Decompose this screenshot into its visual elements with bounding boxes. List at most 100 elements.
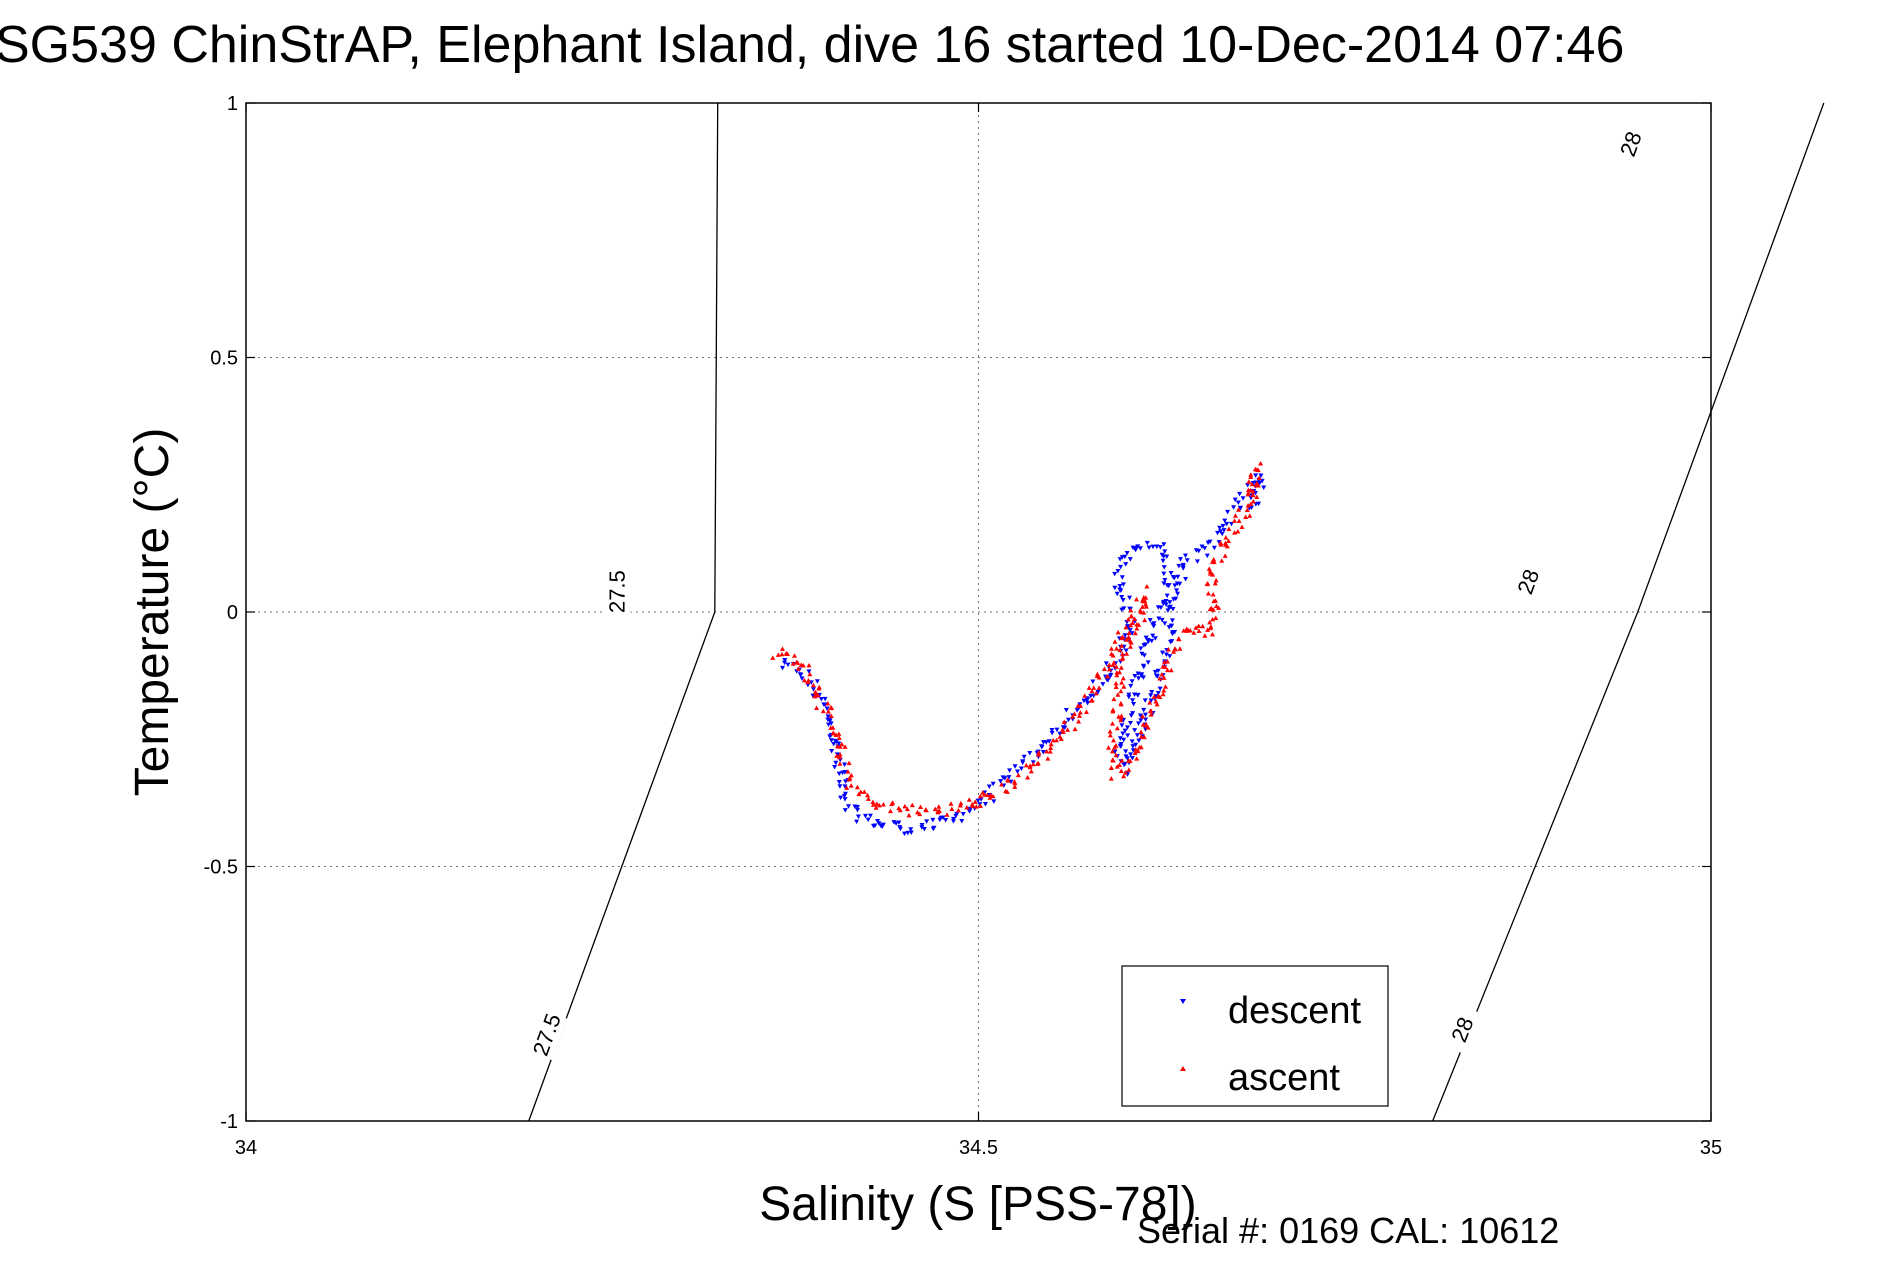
ascent-point [917,811,923,817]
descent-point [1122,633,1128,638]
descent-point [1235,500,1241,505]
ascent-point [775,652,781,657]
descent-point [1182,553,1188,558]
descent-point [1137,546,1143,551]
ascent-point [1128,607,1134,613]
descent-point [1261,485,1267,491]
descent-point [1122,728,1128,734]
ascent-point [1123,624,1129,630]
ascent-point [1114,646,1120,651]
descent-point [1040,750,1046,755]
descent-point [1199,544,1205,549]
ascent-point [1048,745,1054,751]
ascent-point [1147,700,1153,705]
descent-point [1138,718,1144,723]
ascent-point [1145,725,1151,730]
descent-point [1253,473,1259,478]
ascent-point [1205,591,1211,596]
ascent-point [904,806,910,812]
descent-point [854,819,860,825]
ascent-point [795,660,801,665]
descent-point [1160,558,1166,564]
descent-point [1162,549,1168,554]
ascent-point [1126,767,1132,772]
ascent-point [1163,684,1169,689]
descent-point [1259,478,1265,484]
ascent-point [1089,697,1095,703]
ascent-point [1118,768,1124,774]
ascent-point [970,803,976,808]
contour-label-bg [1609,118,1652,170]
ascent-point [1181,628,1187,633]
descent-point [1121,737,1127,743]
descent-point [897,825,903,830]
descent-point [831,741,837,747]
descent-point [960,811,966,817]
ascent-point [1245,502,1251,508]
ascent-point [846,776,852,782]
ascent-point [1118,701,1124,707]
descent-point [1167,654,1173,659]
ascent-point [1138,744,1144,750]
descent-point [827,718,833,724]
ascent-point [1239,524,1245,529]
descent-point [1133,547,1139,553]
descent-point [1141,653,1147,658]
descent-point [836,780,842,785]
descent-point [842,808,848,813]
ascent-point [1114,764,1120,769]
ascent-point [846,760,852,766]
ascent-point [820,708,826,714]
ascent-point [1113,664,1119,669]
ascent-point [1255,482,1261,488]
ascent-point [1027,763,1033,768]
isopycnal-27.5 [528,102,719,1122]
descent-point [967,806,973,812]
ascent-point [1140,722,1146,727]
ascent-point [1135,748,1141,754]
ascent-point [1252,466,1258,472]
ascent-point [792,653,798,658]
descent-point [1155,668,1161,674]
descent-point [1123,648,1129,653]
ascent-point [902,803,908,809]
descent-point [1177,557,1183,562]
ascent-point [1012,784,1018,789]
descent-point [1122,554,1128,560]
ascent-point [1212,580,1218,586]
descent-point [1159,617,1165,623]
descent-point [1174,588,1180,593]
ascent-point [1108,651,1114,656]
descent-point [1127,595,1133,601]
ascent-point [1193,625,1199,630]
ascent-point [1107,732,1113,738]
contour-label-bg [1440,1003,1484,1056]
ascent-point [1248,501,1254,506]
ascent-point [814,705,820,711]
ascent-point [1210,607,1216,612]
ascent-point [1258,461,1264,466]
ascent-point [1250,499,1256,504]
ascent-point [1211,559,1217,565]
descent-point [842,770,848,775]
descent-point [1115,569,1121,574]
descent-point [1138,646,1144,651]
ascent-point [812,689,818,695]
ascent-point [1119,680,1125,685]
descent-point [1120,731,1126,737]
descent-point [1074,708,1080,713]
descent-point [1065,717,1071,723]
ascent-point [1243,514,1249,520]
ascent-point [1096,685,1102,690]
descent-point [1176,563,1182,569]
legend-ascent-label: ascent [1228,1057,1340,1099]
ascent-point [1222,553,1228,558]
ascent-point [1202,633,1208,638]
descent-point [978,797,984,802]
descent-point [798,673,804,678]
ascent-point [1083,709,1089,714]
descent-point [1150,544,1156,550]
descent-point [1128,683,1134,689]
descent-point [1129,679,1135,684]
